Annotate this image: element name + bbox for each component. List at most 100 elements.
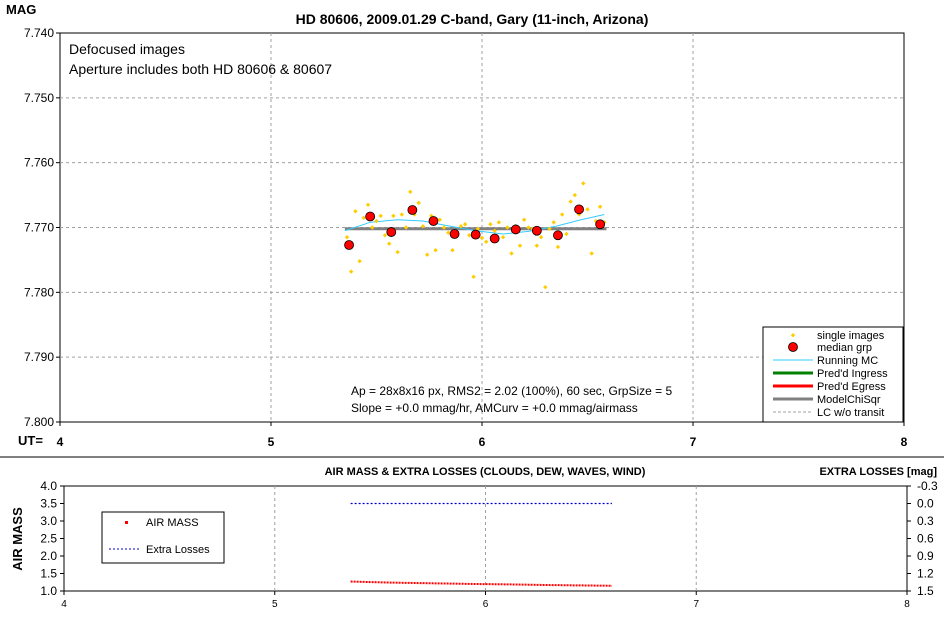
median-grp-point bbox=[386, 227, 397, 237]
legend-median-grp-marker bbox=[788, 342, 798, 352]
median-grp-point bbox=[407, 205, 418, 215]
air-chart-title: AIR MASS & EXTRA LOSSES (CLOUDS, DEW, WA… bbox=[325, 466, 646, 478]
single-image-point bbox=[420, 224, 426, 229]
annotation-params: Ap = 28x8x16 px, RMS2 = 2.02 (100%), 60 … bbox=[351, 384, 673, 398]
annotation-defocused: Defocused images bbox=[69, 41, 185, 57]
single-image-point bbox=[534, 243, 540, 248]
air-legend-box bbox=[101, 511, 225, 564]
single-image-point bbox=[344, 235, 350, 240]
single-image-point bbox=[589, 251, 594, 256]
single-image-point bbox=[479, 235, 485, 241]
single-image-point bbox=[500, 235, 506, 240]
air-y-tick-label: 3.0 bbox=[40, 514, 57, 528]
air-y2-axis-label: EXTRA LOSSES [mag] bbox=[819, 466, 937, 478]
single-image-point bbox=[399, 212, 405, 217]
main-x-ticks: 4 5 6 7 8 bbox=[57, 422, 908, 449]
median-grp-point bbox=[595, 219, 606, 230]
main-y-tick-label: 7.800 bbox=[24, 415, 54, 429]
single-image-point bbox=[446, 230, 451, 235]
single-image-point bbox=[353, 209, 358, 214]
single-image-point bbox=[370, 225, 375, 230]
single-image-point bbox=[551, 220, 556, 225]
single-image-point bbox=[450, 247, 455, 253]
single-image-point bbox=[462, 222, 468, 227]
single-image-point bbox=[581, 181, 586, 186]
single-image-point bbox=[509, 251, 514, 256]
single-image-point bbox=[361, 215, 367, 220]
single-image-point bbox=[585, 207, 590, 212]
median-grp-point bbox=[428, 216, 439, 226]
median-grp-point bbox=[344, 240, 354, 250]
single-image-point bbox=[538, 235, 544, 240]
air-x-ticks: 4 5 6 7 8 bbox=[61, 591, 910, 610]
legend-single-images-marker bbox=[790, 333, 796, 338]
air-y2-ticks: 1.5 1.2 0.9 0.6 0.3 0.0 -0.3 bbox=[907, 479, 938, 598]
main-y-axis-label: MAG bbox=[6, 2, 36, 17]
single-image-point bbox=[378, 213, 383, 219]
single-image-point bbox=[492, 228, 497, 233]
single-image-point bbox=[365, 202, 371, 208]
legend-egress: Pred'd Egress bbox=[773, 381, 886, 393]
main-x-tick-label: 5 bbox=[268, 435, 275, 449]
main-y-tick-label: 7.770 bbox=[24, 221, 54, 235]
air-y2-tick-label: 0.9 bbox=[917, 549, 934, 563]
single-image-point bbox=[517, 243, 523, 248]
air-y-tick-label: 2.0 bbox=[40, 549, 57, 563]
air-y-tick-label: 1.0 bbox=[40, 584, 57, 598]
single-image-point bbox=[386, 241, 392, 246]
main-series bbox=[344, 181, 607, 290]
air-x-tick-label: 7 bbox=[693, 599, 699, 610]
single-image-point bbox=[593, 218, 599, 224]
single-image-point bbox=[416, 200, 421, 206]
single-image-point bbox=[374, 218, 379, 224]
legend-single-images: single images bbox=[790, 330, 885, 342]
main-y-tick-label: 7.760 bbox=[24, 156, 54, 170]
median-grp-point bbox=[531, 225, 542, 236]
single-image-point bbox=[496, 220, 502, 225]
annotation-aperture: Aperture includes both HD 80606 & 80607 bbox=[69, 61, 332, 77]
single-image-point bbox=[348, 269, 354, 274]
air-y2-tick-label: 0.3 bbox=[917, 514, 934, 528]
single-image-point bbox=[382, 233, 388, 238]
main-x-tick-label: 7 bbox=[690, 435, 697, 449]
median-grp-point bbox=[449, 229, 460, 239]
air-x-tick-label: 8 bbox=[904, 599, 910, 610]
legend-running-mc: Running MC bbox=[773, 355, 878, 367]
main-y-tick-label: 7.740 bbox=[24, 26, 54, 40]
legend-extra-losses: Extra Losses bbox=[109, 544, 210, 556]
single-image-point bbox=[597, 204, 603, 209]
main-y-tick-label: 7.780 bbox=[24, 285, 54, 299]
legend-median-grp-label: median grp bbox=[817, 342, 872, 354]
single-image-point bbox=[547, 226, 552, 231]
legend-air-mass-label: AIR MASS bbox=[146, 517, 199, 529]
air-y-tick-label: 3.5 bbox=[40, 497, 57, 511]
single-image-point bbox=[576, 212, 582, 217]
legend-ingress-label: Pred'd Ingress bbox=[817, 368, 888, 380]
single-image-point bbox=[484, 239, 489, 244]
legend-air-mass-marker bbox=[125, 521, 128, 524]
legend-median-grp: median grp bbox=[788, 342, 872, 354]
main-y-ticks: 7.740 7.750 7.760 7.770 7.780 7.790 7.800 bbox=[24, 26, 60, 429]
single-image-point bbox=[437, 217, 442, 222]
main-y-tick-label: 7.750 bbox=[24, 91, 54, 105]
single-image-point bbox=[572, 192, 578, 198]
air-y-tick-label: 2.5 bbox=[40, 532, 57, 546]
air-y-tick-label: 4.0 bbox=[40, 479, 57, 493]
single-image-point bbox=[391, 213, 396, 219]
single-image-point bbox=[568, 199, 573, 204]
single-image-point bbox=[526, 225, 531, 230]
single-image-point bbox=[488, 222, 493, 227]
single-image-point bbox=[471, 274, 476, 279]
main-y-tick-label: 7.790 bbox=[24, 350, 54, 364]
median-grp-point bbox=[365, 211, 376, 222]
legend-lc-wo-transit-label: LC w/o transit bbox=[817, 407, 884, 419]
legend-single-images-label: single images bbox=[817, 330, 885, 342]
main-chart-title: HD 80606, 2009.01.29 C-band, Gary (11-in… bbox=[296, 11, 649, 27]
air-y2-tick-label: 1.5 bbox=[917, 584, 934, 598]
single-image-point bbox=[408, 189, 413, 195]
single-image-point bbox=[395, 249, 400, 255]
single-image-point bbox=[403, 225, 409, 230]
legend-air-mass: AIR MASS bbox=[125, 517, 199, 529]
single-image-point bbox=[543, 284, 548, 290]
legend-modelchisqr-label: ModelChiSqr bbox=[817, 394, 881, 406]
